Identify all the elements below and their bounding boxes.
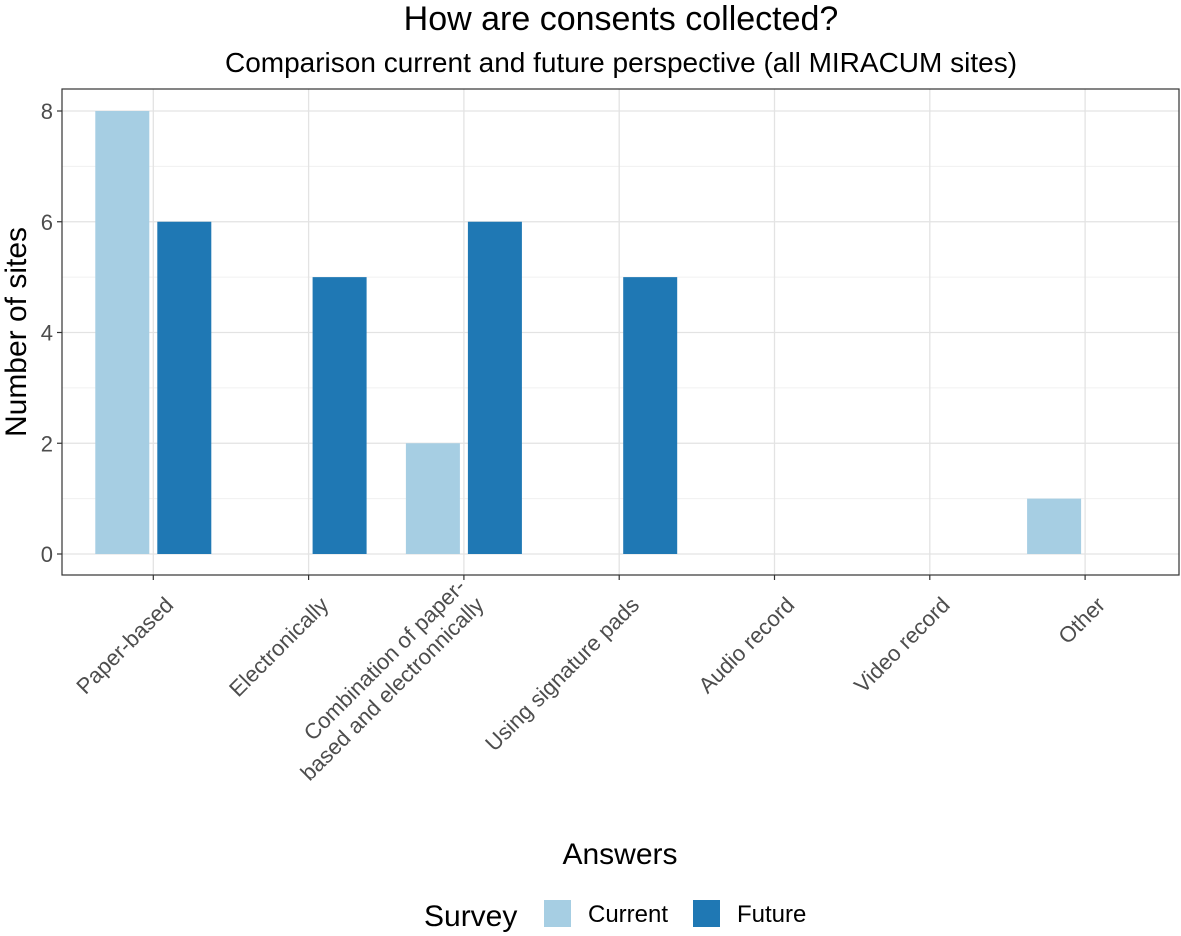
y-tick-label: 0 xyxy=(41,542,53,567)
bar-future-0 xyxy=(157,221,212,554)
bar-current-6 xyxy=(1027,498,1082,554)
chart-title: How are consents collected? xyxy=(404,0,839,38)
y-tick-label: 6 xyxy=(41,210,53,235)
grid xyxy=(62,89,1179,575)
y-axis-title: Number of sites xyxy=(0,227,33,437)
bar-current-0 xyxy=(95,111,150,554)
x-tick-label: Paper-based xyxy=(71,592,178,699)
x-axis-title: Answers xyxy=(562,838,677,871)
y-tick-label: 8 xyxy=(41,99,53,124)
chart-subtitle: Comparison current and future perspectiv… xyxy=(225,47,1017,78)
x-tick-label: Other xyxy=(1053,592,1110,649)
bar-current-2 xyxy=(405,443,460,554)
bar-future-3 xyxy=(623,277,678,554)
legend: Survey Current Future xyxy=(424,900,806,933)
x-tick-label: Video record xyxy=(849,592,955,698)
y-tick-label: 4 xyxy=(41,321,53,346)
bar-future-2 xyxy=(467,221,522,554)
bar-future-1 xyxy=(312,277,367,554)
legend-key-future xyxy=(693,900,720,927)
x-tick-label: Audio record xyxy=(693,592,799,698)
legend-label-future: Future xyxy=(737,901,806,928)
x-tick-label: Electronically xyxy=(224,592,333,701)
x-tick-label: Using signature pads xyxy=(480,592,644,756)
bars xyxy=(95,111,1082,554)
legend-label-current: Current xyxy=(588,901,668,928)
legend-title: Survey xyxy=(424,900,517,933)
legend-key-current xyxy=(544,900,571,927)
y-tick-label: 2 xyxy=(41,431,53,456)
